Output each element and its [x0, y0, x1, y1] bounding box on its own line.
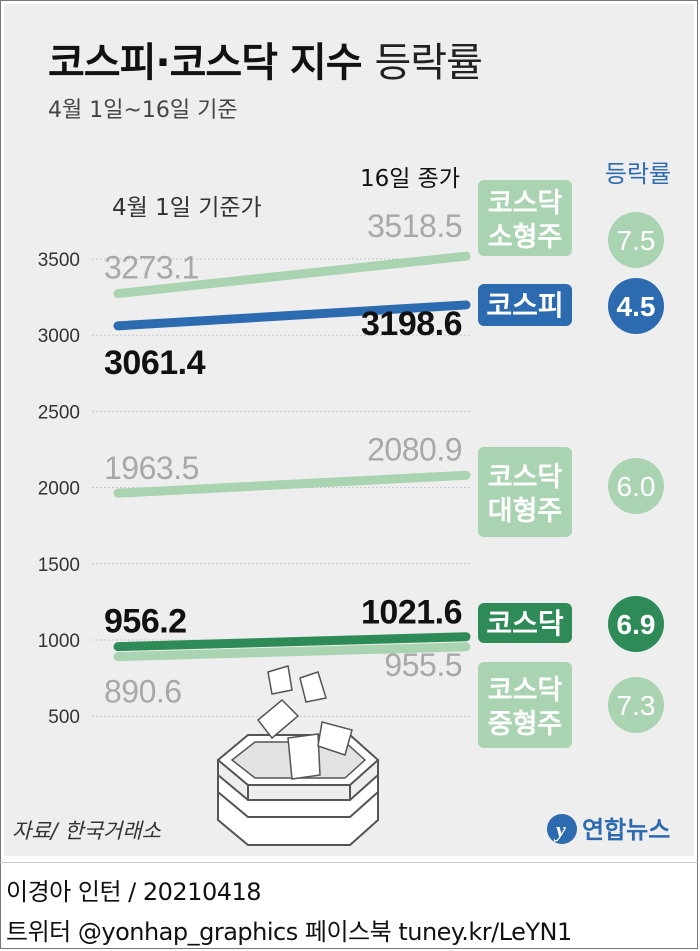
y-tick-label: 500 — [48, 707, 80, 728]
series-name-label: 코스피 — [486, 289, 563, 322]
series-line-코스피 — [113, 300, 471, 331]
start-value-label: 3273.1 — [104, 250, 199, 286]
column-label-change: 등락률 — [605, 160, 671, 188]
yonhap-logo: y 연합뉴스 — [547, 814, 670, 844]
y-tick-label: 1500 — [38, 555, 80, 576]
y-tick-label: 3500 — [38, 250, 80, 271]
column-label-end: 16일 종가 — [360, 166, 460, 192]
series-line-코스닥 소형주 — [113, 251, 471, 299]
ballot-box-illustration — [216, 665, 380, 846]
footer-divider — [0, 862, 698, 863]
series-line-코스닥 중형주 — [113, 642, 471, 662]
change-value: 4.5 — [617, 291, 656, 322]
y-tick-label: 2000 — [38, 479, 80, 500]
change-badge — [608, 596, 664, 652]
end-value-label: 3518.5 — [367, 208, 462, 244]
series-name-box — [478, 662, 572, 748]
credit-line: 이경아 인턴 / 20210418 — [6, 878, 262, 906]
y-tick-label: 2500 — [38, 402, 80, 423]
chart-panel — [4, 4, 694, 856]
series-name-label: 코스닥 — [488, 675, 563, 706]
series-name-box — [478, 603, 572, 643]
change-badge — [608, 458, 664, 514]
series-name-label: 코스닥 — [488, 462, 563, 493]
column-label-start: 4월 1일 기준가 — [112, 195, 262, 221]
change-value: 7.3 — [617, 690, 656, 721]
y-tick-label: 1000 — [38, 631, 80, 652]
series-name-box — [478, 180, 572, 256]
end-value-label: 1021.6 — [361, 594, 462, 632]
chart-title: 코스피·코스닥 지수 등락률 — [48, 30, 483, 88]
social-line: 트위터 @yonhap_graphics 페이스북 tuney.kr/LeYN1 — [6, 918, 572, 946]
change-value: 7.5 — [617, 225, 656, 256]
end-value-label: 955.5 — [384, 647, 462, 683]
title-main: 코스피·코스닥 지수 — [48, 40, 363, 86]
source-note: 자료/ 한국거래소 — [12, 819, 162, 843]
change-badge — [608, 677, 664, 733]
series-name-box — [478, 284, 572, 326]
change-badge — [608, 278, 664, 334]
change-value: 6.9 — [617, 609, 656, 640]
logo-text: 연합뉴스 — [582, 816, 670, 844]
start-value-label: 956.2 — [104, 603, 187, 641]
series-name-box — [478, 447, 572, 537]
svg-text:y: y — [553, 817, 566, 842]
series-name-label: 대형주 — [488, 496, 563, 527]
change-badge — [608, 212, 664, 268]
line-chart: 500 1000 1500 2000 2500 3000 3500 4월 1일 기준가 16일… — [12, 160, 671, 846]
end-value-label: 3198.6 — [361, 305, 462, 343]
change-value: 6.0 — [617, 471, 656, 502]
yonhap-logo-icon — [547, 814, 577, 844]
end-value-label: 2080.9 — [367, 431, 462, 467]
title-sub: 등락률 — [374, 40, 482, 86]
start-value-label: 3061.4 — [104, 344, 206, 382]
chart-subtitle: 4월 1일~16일 기준 — [48, 98, 238, 123]
y-tick-label: 3000 — [38, 326, 80, 347]
series-line-코스닥 — [113, 632, 471, 652]
series-name-label: 소형주 — [488, 222, 563, 253]
series-name-label: 중형주 — [488, 709, 563, 740]
start-value-label: 1963.5 — [104, 450, 199, 486]
series-name-label: 코스닥 — [488, 188, 563, 219]
series-line-코스닥 대형주 — [113, 470, 471, 498]
start-value-label: 890.6 — [104, 674, 182, 710]
series-name-label: 코스닥 — [486, 607, 564, 640]
